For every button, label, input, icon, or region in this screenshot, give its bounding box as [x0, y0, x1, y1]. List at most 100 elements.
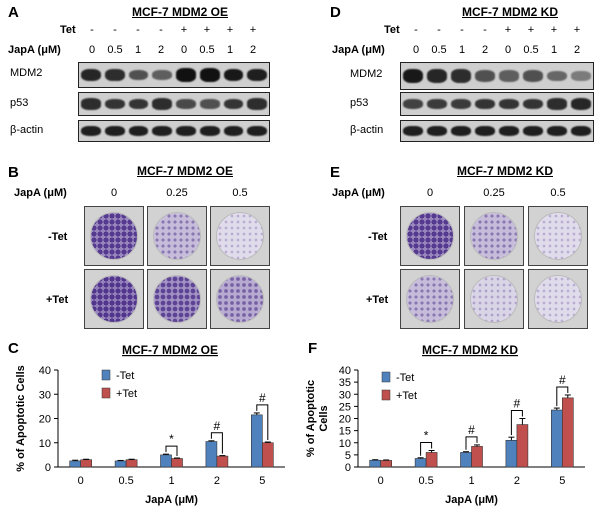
significance-marker: # — [214, 419, 221, 433]
culture-well — [216, 275, 264, 323]
chart-title: MCF-7 MDM2 KD — [422, 343, 518, 357]
japa-dose: 0.5 — [523, 44, 539, 56]
bar — [80, 459, 92, 468]
blot-band — [427, 125, 447, 137]
bar — [561, 397, 574, 468]
bar — [251, 414, 263, 468]
band-label-mdm2: MDM2 — [10, 67, 43, 79]
japa-dose: 0 — [180, 44, 188, 56]
y-tick-label: 10 — [339, 438, 351, 450]
blot-band — [104, 98, 125, 110]
blot-band — [128, 125, 149, 137]
blot-band — [223, 125, 244, 137]
tet-treatment: - — [414, 24, 418, 36]
tet-treatment: + — [504, 24, 512, 36]
japa-dose: 2 — [249, 44, 257, 56]
dose-label: 0.25 — [483, 187, 505, 199]
blot-band — [223, 98, 244, 110]
band-label-actin: β-actin — [10, 124, 44, 136]
y-axis-label-line: % of Apoptotic — [305, 380, 317, 457]
y-tick-label: 40 — [39, 365, 51, 377]
row-label: -Tet — [48, 231, 68, 243]
y-tick-label: 10 — [39, 438, 51, 450]
tet-treatment: - — [136, 24, 140, 36]
blot-band — [104, 68, 125, 82]
japa-dose: 1 — [458, 44, 466, 56]
tet-treatment: - — [460, 24, 464, 36]
japa-dose: 1 — [550, 44, 558, 56]
dose-label: 0.25 — [166, 187, 188, 199]
dose-label: 0 — [110, 187, 118, 199]
tet-treatment: + — [226, 24, 234, 36]
blot-band — [475, 98, 495, 110]
blot-band — [81, 125, 101, 137]
x-tick-label: 1 — [168, 475, 174, 487]
culture-well — [216, 212, 264, 260]
japa-dose: 0 — [504, 44, 512, 56]
blot-band — [176, 68, 196, 82]
blot-band — [81, 98, 101, 110]
colony-dish — [210, 269, 270, 329]
blot-band — [523, 125, 543, 137]
band-label-p53: p53 — [350, 97, 369, 109]
blot-band — [199, 99, 220, 109]
colony-dish — [210, 206, 270, 266]
significance-bracket — [420, 442, 433, 456]
row-label: +Tet — [46, 294, 69, 306]
blot-band — [523, 98, 543, 110]
tet-treatment: + — [550, 24, 558, 36]
y-axis-label-line: Cells — [318, 405, 330, 431]
tet-treatment: + — [527, 24, 535, 36]
blot-band — [152, 69, 172, 81]
x-tick-label: 2 — [514, 475, 520, 487]
tet-treatment: + — [249, 24, 257, 36]
y-axis-label-line: % of Apoptotic Cells — [15, 365, 27, 472]
tet-treatment: + — [203, 24, 211, 36]
row-label: -Tet — [368, 231, 388, 243]
y-axis-label: % of Apoptotic Cells — [15, 365, 27, 472]
dose-label: 0 — [426, 187, 434, 199]
japa-dose: 0.5 — [199, 44, 215, 56]
x-axis-label: JapA (μM) — [145, 494, 198, 506]
blot-band — [223, 68, 244, 82]
culture-well — [470, 212, 518, 260]
dose-label: 0.5 — [232, 187, 248, 199]
blot-band — [176, 125, 196, 137]
legend-label: -Tet — [116, 370, 134, 382]
bar — [160, 454, 172, 468]
panel-label-d: D — [330, 4, 341, 21]
panel-a-title: MCF-7 MDM2 OE — [132, 5, 228, 19]
y-tick-label: 0 — [45, 462, 51, 474]
blot-band — [571, 98, 591, 110]
culture-well — [90, 212, 138, 260]
blot-band — [199, 125, 220, 137]
blot-band — [499, 125, 519, 137]
tet-treatment: + — [180, 24, 188, 36]
panel-d-tet-label: Tet — [384, 24, 400, 36]
blot-band — [547, 125, 567, 137]
blot-band — [571, 70, 591, 81]
colony-dish — [400, 269, 460, 329]
blot-band — [104, 125, 125, 137]
band-label-mdm2: MDM2 — [350, 68, 383, 80]
tet-treatment: - — [90, 24, 94, 36]
bar — [261, 442, 274, 468]
significance-marker: # — [514, 397, 521, 411]
japa-dose: 1 — [226, 44, 234, 56]
colony-dish — [528, 206, 588, 266]
panel-d-title: MCF-7 MDM2 KD — [462, 5, 558, 19]
significance-marker: * — [169, 432, 174, 446]
dose-label: 0.5 — [550, 187, 566, 199]
y-tick-label: 40 — [339, 365, 351, 377]
bar — [369, 459, 381, 468]
colony-dish — [464, 206, 524, 266]
panel-e-title: MCF-7 MDM2 KD — [457, 164, 553, 178]
blot-actin — [400, 120, 594, 142]
culture-well — [534, 275, 582, 323]
culture-well — [153, 275, 201, 323]
blot-band — [547, 70, 567, 82]
legend-swatch — [101, 369, 111, 381]
blot-band — [152, 125, 172, 137]
bar — [114, 460, 127, 468]
